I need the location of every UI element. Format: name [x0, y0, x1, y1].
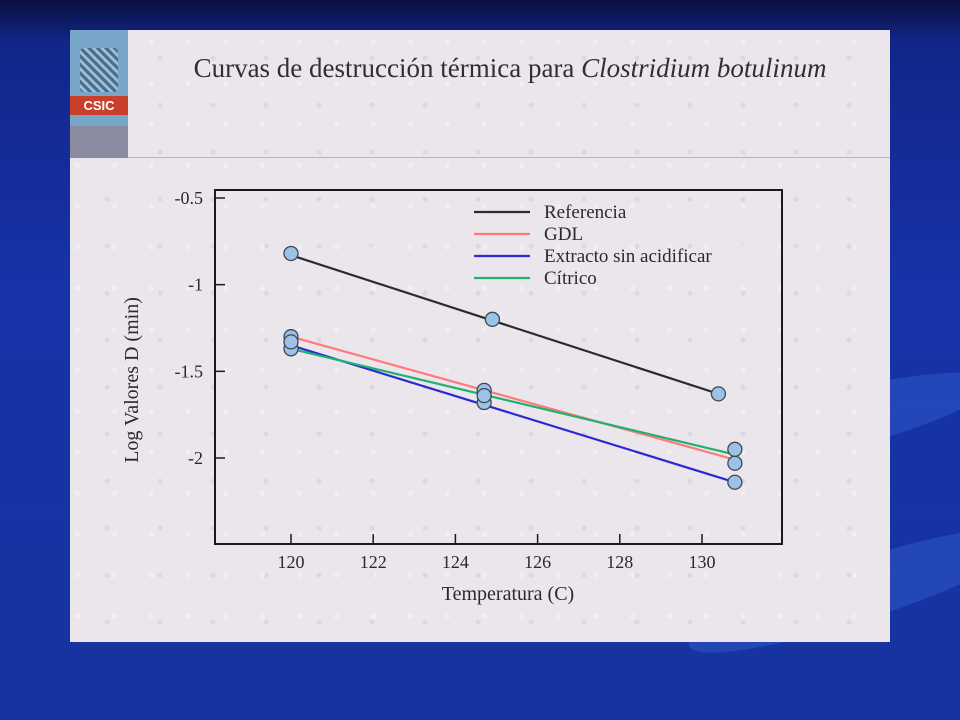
- legend-label: Cítrico: [544, 268, 597, 289]
- csic-logo: CSIC: [70, 30, 128, 158]
- series-line: [290, 335, 736, 461]
- data-point: [283, 245, 299, 262]
- y-tick-label: -1: [188, 275, 203, 295]
- data-point: [476, 387, 492, 404]
- data-point: [727, 474, 743, 490]
- y-axis-label: Log Valores D (min): [121, 297, 143, 463]
- data-point: [283, 334, 299, 350]
- series-line: [290, 254, 719, 395]
- legend-label: GDL: [544, 224, 583, 245]
- chart-title: Curvas de destrucción térmica para Clost…: [190, 52, 830, 84]
- x-tick-label: 120: [278, 552, 305, 572]
- data-point: [710, 386, 727, 402]
- x-axis-label: Temperatura (C): [442, 583, 574, 605]
- y-tick-label: -0.5: [175, 188, 204, 208]
- legend-label: Referencia: [544, 202, 627, 223]
- slide-panel: CSIC Curvas de destrucción térmica para …: [70, 30, 890, 642]
- y-tick-label: -2: [188, 448, 203, 468]
- legend-label: Extracto sin acidificar: [544, 246, 712, 267]
- plot-frame: [214, 189, 783, 545]
- x-tick-label: 128: [606, 552, 633, 572]
- x-tick-label: 130: [689, 552, 716, 572]
- csic-emblem-icon: [80, 48, 118, 92]
- header-divider: [128, 157, 890, 158]
- data-point: [727, 455, 743, 471]
- title-main: Curvas de destrucción térmica para: [193, 53, 582, 83]
- series-line: [290, 347, 736, 456]
- series-line: [290, 344, 736, 484]
- y-tick-label: -1.5: [175, 361, 204, 381]
- logo-band: [70, 126, 128, 158]
- data-point: [727, 441, 743, 457]
- csic-logo-text: CSIC: [70, 96, 128, 115]
- x-tick-label: 126: [524, 552, 551, 572]
- x-tick-label: 122: [360, 552, 387, 572]
- x-tick-label: 124: [442, 552, 469, 572]
- title-italic: Clostridium botulinum: [581, 53, 827, 83]
- data-point: [484, 311, 501, 327]
